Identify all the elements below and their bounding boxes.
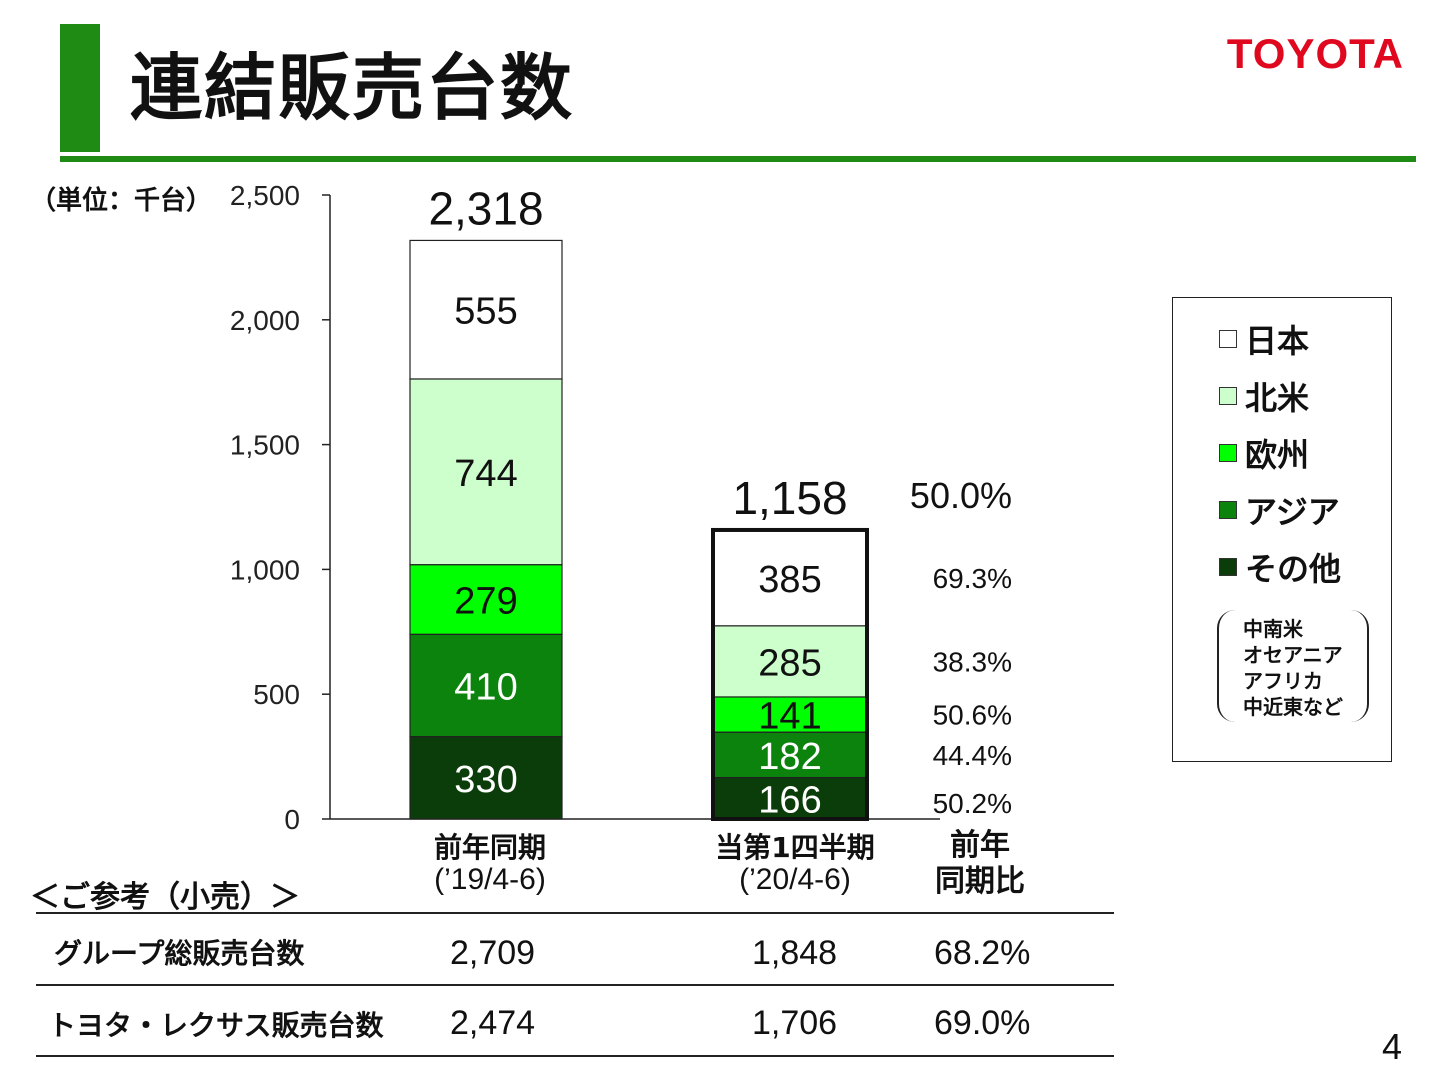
bar-segment (712, 776, 868, 820)
reference-title: ＜ご参考（小売）＞ (30, 880, 300, 915)
legend-swatch-other (1219, 558, 1237, 576)
ratio-header-line1: 前年 (950, 828, 1010, 863)
data-label: 410 (454, 666, 517, 708)
total-label: 1,158 (732, 472, 847, 524)
y-tick-label: 1,000 (230, 554, 300, 585)
ratio-label: 50.6% (933, 700, 1012, 731)
data-label: 279 (454, 580, 517, 622)
bar-segment (409, 378, 563, 566)
legend-note-bracket (1217, 610, 1369, 722)
reference-divider (36, 984, 1114, 986)
legend-note-line: 中近東など (1243, 695, 1343, 719)
legend-note-line: 中南米 (1243, 617, 1303, 641)
reference-row-prev: 2,474 (450, 1004, 536, 1042)
bars (409, 239, 869, 821)
reference-row-ratio: 68.2% (934, 934, 1031, 972)
data-label: 385 (758, 559, 821, 601)
unit-label: （単位：千台） (30, 186, 213, 216)
ratio-label: 44.4% (933, 740, 1012, 771)
reference-row-curr: 1,706 (752, 1004, 838, 1042)
legend-label-japan: 日本 (1245, 322, 1310, 360)
ratio-header-line2: 同期比 (935, 864, 1025, 899)
ratio-label: 50.2% (933, 788, 1012, 819)
legend-swatch-europe (1219, 444, 1237, 462)
legend-note-line: オセアニア (1243, 643, 1343, 667)
legend-item-other: その他 (1219, 544, 1341, 590)
legend-swatch-north-america (1219, 387, 1237, 405)
bar-outline (711, 527, 869, 821)
y-tick-label: 0 (284, 804, 300, 835)
bar-segment (712, 529, 868, 627)
ratio-label: 69.3% (933, 563, 1012, 594)
y-tick-label: 2,000 (230, 305, 300, 336)
legend-swatch-asia (1219, 501, 1237, 519)
legend-item-north-america: 北米 (1219, 373, 1309, 419)
category-label-curr: 当第1四半期 (’20/4-6) (700, 832, 890, 896)
reference-row-label: トヨタ・レクサス販売台数 (48, 1009, 384, 1042)
reference-divider (36, 1055, 1114, 1057)
page-number: 4 (1381, 1026, 1402, 1067)
title-underline (60, 156, 1416, 162)
toyota-logo: TOYOTA (1226, 30, 1404, 77)
y-tick-label: 1,500 (230, 430, 300, 461)
reference-row-label: グループ総販売台数 (54, 937, 305, 970)
category-label-prev: 前年同期 (’19/4-6) (400, 832, 580, 896)
bar-segment (409, 239, 563, 380)
bar-segment (712, 625, 868, 698)
page-title: 連結販売台数 (130, 46, 575, 130)
ratio-column-header: 前年 同期比 (920, 828, 1040, 900)
legend-label-north-america: 北米 (1245, 379, 1310, 417)
data-label: 166 (758, 779, 821, 821)
data-label: 182 (758, 736, 821, 778)
data-label: 744 (454, 453, 517, 495)
legend-label-europe: 欧州 (1245, 436, 1310, 474)
ratio-label: 38.3% (933, 646, 1012, 677)
data-label: 555 (454, 291, 517, 333)
legend-note: 中南米 オセアニア アフリカ 中近東など (1243, 616, 1343, 720)
category-name-curr: 当第1四半期 (715, 831, 875, 864)
total-ratio: 50.0% (910, 475, 1012, 516)
legend: 日本 北米 欧州 アジア その他 中南米 オセアニア アフリカ 中近東など (1172, 297, 1392, 762)
category-period-prev: (’19/4-6) (434, 863, 546, 896)
bar-segment (409, 736, 563, 820)
bar-segment (409, 564, 563, 635)
reference-divider (36, 912, 1114, 914)
category-name-prev: 前年同期 (433, 831, 546, 864)
reference-row-curr: 1,848 (752, 934, 838, 972)
y-tick-label: 500 (253, 679, 300, 710)
reference-row-ratio: 69.0% (934, 1004, 1031, 1042)
legend-label-other: その他 (1245, 550, 1342, 588)
data-label: 330 (454, 759, 517, 801)
legend-note-line: アフリカ (1243, 669, 1323, 693)
legend-swatch-japan (1219, 330, 1237, 348)
y-tick-label: 2,500 (230, 180, 300, 211)
legend-item-japan: 日本 (1219, 316, 1309, 362)
bar-segment (712, 731, 868, 779)
data-label: 285 (758, 642, 821, 684)
bar-segment (409, 633, 563, 738)
ratio-column: 50.0% 50.2% 44.4% 50.6% 38.3% 69.3% (910, 475, 1012, 819)
total-label: 2,318 (428, 182, 543, 234)
data-label: 141 (758, 696, 821, 738)
legend-label-asia: アジア (1245, 493, 1340, 531)
legend-item-asia: アジア (1219, 487, 1340, 533)
title-accent-bar (60, 24, 100, 152)
category-period-curr: (’20/4-6) (739, 863, 851, 896)
legend-item-europe: 欧州 (1219, 430, 1309, 476)
reference-row-prev: 2,709 (450, 934, 536, 972)
